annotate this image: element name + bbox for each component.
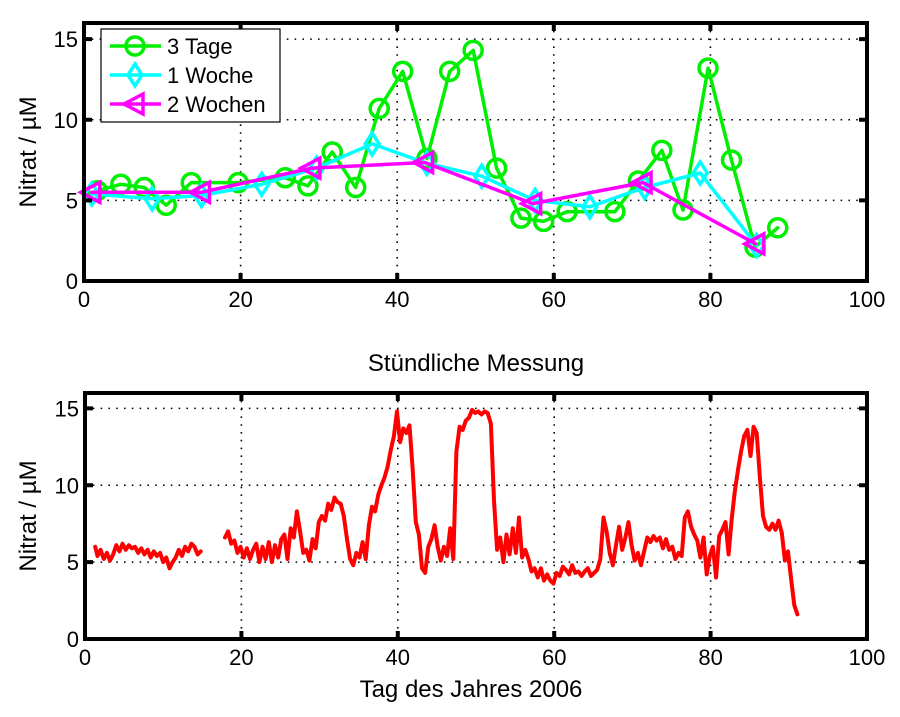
y-tick-label: 5: [66, 188, 78, 213]
data-point-circle: [391, 60, 414, 83]
y-tick-label: 0: [66, 269, 78, 294]
x-tick-labels-bottom: 0 20 40 60 80 100: [79, 645, 885, 670]
data-point-circle: [720, 149, 743, 171]
series-layer-bottom: [93, 407, 800, 617]
data-point-circle: [438, 60, 461, 83]
data-point-circle: [344, 176, 367, 199]
y-tick-labels-top: 0 5 10 15: [54, 27, 78, 294]
x-tick-label: 40: [386, 645, 410, 670]
x-tick-label: 20: [228, 287, 252, 312]
grid-top: [84, 23, 867, 281]
data-point-circle: [368, 97, 390, 120]
y-tick-label: 15: [54, 27, 78, 52]
chart-title-bottom: Stündliche Messung: [368, 350, 584, 377]
data-point-triangle: [186, 179, 212, 206]
x-tick-label: 20: [229, 645, 253, 670]
axes-frame-top: [82, 21, 869, 283]
data-point-triangle: [628, 169, 653, 196]
data-point-circle: [124, 35, 146, 57]
data-point-circle: [510, 207, 532, 229]
y-axis-label-top: Nitrat / µM: [15, 96, 42, 207]
axes-frame-bottom: [83, 391, 869, 641]
y-tick-label: 10: [54, 108, 78, 133]
data-point-circle: [766, 217, 789, 239]
data-point-circle: [462, 39, 484, 62]
ticks-top: [82, 23, 869, 283]
y-tick-labels-bottom: 0 5 10 15: [55, 396, 79, 652]
legend-label: 3 Tage: [167, 34, 233, 59]
y-tick-label: 0: [67, 627, 79, 652]
data-point-triangle: [297, 155, 322, 182]
series-2-wochen: [77, 149, 766, 257]
x-axis-label-bottom: Tag des Jahres 2006: [360, 676, 583, 703]
data-point-circle: [485, 157, 508, 179]
x-tick-label: 40: [385, 287, 409, 312]
data-point-diamond: [125, 60, 145, 90]
data-point-diamond: [143, 184, 162, 214]
data-point-triangle: [741, 231, 766, 257]
x-tick-label: 0: [78, 287, 90, 312]
ticks-bottom: [83, 393, 869, 641]
x-tick-label: 0: [79, 645, 91, 670]
data-point-triangle: [409, 149, 435, 176]
legend: 3 Tage 1 Woche 2 Wochen: [100, 28, 281, 123]
data-point-triangle: [77, 179, 102, 206]
series-st-ndliche-messung: [93, 407, 800, 617]
data-point-circle: [532, 210, 555, 233]
y-tick-label: 15: [55, 396, 79, 421]
series-line: [223, 407, 800, 617]
data-point-circle: [651, 139, 673, 162]
data-point-triangle: [120, 91, 145, 117]
y-axis-label-bottom: Nitrat / µM: [15, 460, 42, 571]
data-point-diamond: [472, 161, 491, 191]
data-point-diamond: [580, 192, 599, 222]
x-tick-label: 80: [698, 645, 722, 670]
y-tick-label: 5: [67, 550, 79, 575]
data-point-triangle: [517, 190, 543, 217]
legend-label: 1 Woche: [167, 63, 253, 88]
x-tick-label: 80: [698, 287, 722, 312]
panel-top: 0 20 40 60 80 100 0 5 10 15 Nitrat / µM 3 Tage 1 …: [15, 21, 885, 312]
data-point-circle: [274, 167, 296, 189]
x-tick-label: 100: [849, 645, 886, 670]
grid-bottom: [85, 393, 867, 639]
legend-item: 2 Wochen: [110, 91, 266, 117]
data-point-circle: [604, 200, 626, 223]
x-tick-label: 100: [849, 287, 886, 312]
legend-label: 2 Wochen: [167, 92, 266, 117]
data-point-diamond: [363, 129, 382, 159]
legend-item: 1 Woche: [110, 60, 253, 90]
x-tick-labels-top: 0 20 40 60 80 100: [78, 287, 885, 312]
data-point-circle: [297, 175, 319, 197]
data-point-diamond: [691, 158, 710, 188]
panel-bottom: Stündliche Messung 0 20 40 60 80 100 0 5 10 15 N…: [15, 350, 885, 703]
series-line: [93, 541, 203, 571]
y-tick-label: 10: [55, 473, 79, 498]
legend-item: 3 Tage: [110, 34, 233, 59]
series-layer-top: [77, 39, 789, 260]
series-line: [90, 160, 758, 246]
data-point-circle: [697, 57, 719, 79]
x-tick-label: 60: [542, 645, 566, 670]
x-tick-label: 60: [542, 287, 566, 312]
